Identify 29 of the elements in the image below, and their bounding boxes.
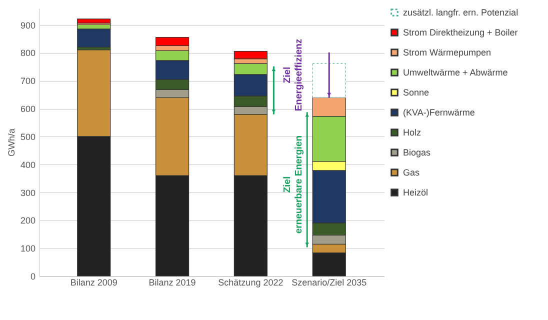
- legend-label: Sonne: [403, 88, 430, 98]
- x-tick-label: Bilanz 2009: [70, 278, 118, 288]
- y-tick-label: 0: [30, 272, 36, 282]
- y-tick-label: 500: [20, 132, 36, 142]
- y-tick-label: 400: [20, 160, 36, 170]
- x-tick-label: Schätzung 2022: [218, 278, 284, 288]
- y-tick-label: 800: [20, 48, 36, 58]
- y-axis-title: GWh/a: [6, 128, 16, 157]
- legend-label: Biogas: [403, 148, 432, 158]
- y-tick-label: 900: [20, 20, 36, 30]
- legend-label: Strom Direktheizung + Boiler: [403, 28, 518, 38]
- bar: [312, 63, 346, 98]
- y-tick-label: 100: [20, 244, 36, 254]
- y-tick-label: 700: [20, 76, 36, 86]
- bar: [77, 28, 111, 48]
- x-tick-label: Bilanz 2019: [148, 278, 196, 288]
- y-tick-label: 300: [20, 188, 36, 198]
- y-tick-label: 600: [20, 104, 36, 114]
- legend-label: zusätzl. langfr. ern. Potenzial: [403, 8, 518, 18]
- legend-label: Holz: [403, 128, 422, 138]
- annotation: Ziel Energieeffizienz: [282, 38, 305, 112]
- annotation: Ziel erneuerbare Energien: [282, 135, 305, 234]
- legend-label: Umweltwärme + Abwärme: [403, 68, 508, 78]
- legend-label: Gas: [403, 168, 420, 178]
- x-tick-label: Szenario/Ziel 2035: [292, 278, 367, 288]
- legend-label: Strom Wärmepumpen: [403, 48, 492, 58]
- y-tick-label: 200: [20, 216, 36, 226]
- legend-label: Heizöl: [403, 188, 428, 198]
- legend-label: (KVA-)Fernwärme: [403, 108, 475, 118]
